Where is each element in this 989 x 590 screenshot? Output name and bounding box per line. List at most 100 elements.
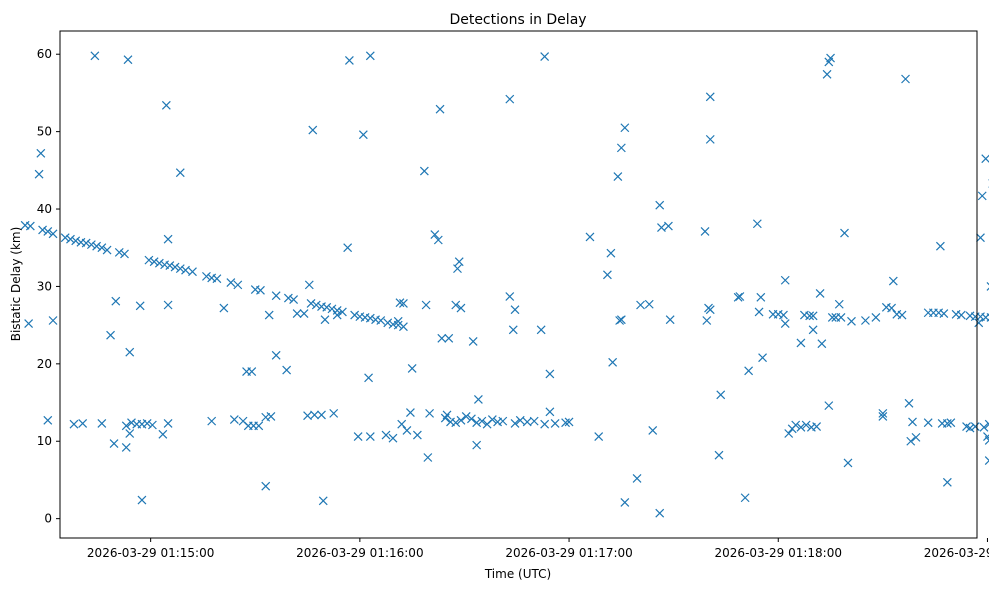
data-point (965, 423, 975, 433)
data-point (808, 325, 818, 335)
data-point (299, 309, 309, 318)
data-point (801, 420, 811, 430)
data-point (318, 496, 328, 506)
data-point (984, 419, 989, 429)
series-2 (43, 410, 574, 431)
data-point (887, 303, 897, 313)
data-point (90, 51, 100, 61)
data-point (477, 416, 487, 426)
data-point (946, 418, 956, 428)
data-point (127, 418, 136, 428)
data-point (308, 125, 318, 135)
data-point (311, 300, 321, 310)
data-point (540, 419, 550, 429)
data-point (207, 416, 217, 426)
data-point (744, 366, 754, 376)
data-point (461, 412, 471, 421)
data-point (545, 407, 555, 417)
data-point (615, 316, 625, 325)
data-point (304, 280, 314, 290)
x-tick-label: 2026-03-29 01:18:00 (715, 546, 842, 560)
data-point (24, 319, 34, 329)
data-point (664, 221, 673, 231)
data-point (878, 412, 888, 421)
data-point (702, 316, 712, 325)
data-point (102, 245, 112, 255)
data-point (421, 300, 431, 310)
data-point (942, 419, 952, 428)
data-point (550, 419, 560, 428)
x-axis-title: Time (UTC) (484, 567, 551, 581)
data-point (376, 316, 386, 325)
data-point (705, 305, 715, 315)
data-point (181, 265, 190, 275)
data-point (123, 55, 133, 65)
y-axis: 0 10 20 30 40 50 60 (37, 47, 60, 526)
data-point (834, 299, 844, 309)
y-tick-label: 50 (37, 125, 52, 139)
data-point (282, 365, 292, 375)
data-point (505, 292, 515, 301)
data-point (780, 319, 790, 329)
data-point (805, 311, 815, 321)
data-point (149, 257, 159, 267)
data-point (791, 420, 801, 430)
chart-title: Detections in Delay (449, 12, 586, 28)
data-point (229, 415, 239, 424)
data-point (824, 401, 834, 411)
data-point (796, 422, 806, 432)
data-point (939, 309, 949, 318)
data-point (69, 419, 79, 429)
data-point (303, 411, 312, 421)
data-point (984, 456, 989, 466)
data-point (808, 311, 818, 321)
y-tick-label: 60 (37, 47, 52, 61)
data-point (935, 241, 945, 251)
data-point (365, 313, 375, 323)
data-point (395, 298, 405, 308)
data-point (142, 419, 152, 428)
data-point (329, 408, 339, 418)
data-point (468, 336, 478, 346)
data-point (648, 425, 658, 435)
data-point (36, 148, 46, 158)
data-point (397, 419, 407, 429)
data-point (388, 433, 398, 443)
data-point (714, 450, 724, 460)
data-point (343, 243, 353, 253)
data-point (636, 300, 645, 310)
points-layer (20, 51, 989, 518)
data-point (78, 419, 88, 428)
data-point (472, 418, 482, 428)
data-point (510, 305, 520, 315)
series-5 (24, 51, 989, 518)
data-point (125, 347, 135, 357)
data-point (620, 497, 630, 507)
data-point (901, 74, 910, 84)
data-point (407, 364, 417, 373)
data-point (740, 493, 750, 503)
data-point (454, 257, 464, 267)
data-point (271, 291, 281, 301)
data-point (71, 236, 81, 246)
data-point (399, 299, 408, 308)
data-point (981, 154, 989, 164)
series-1 (20, 220, 408, 332)
data-point (86, 240, 96, 250)
data-point (430, 230, 440, 239)
data-point (423, 453, 433, 462)
data-point (254, 421, 264, 431)
data-point (545, 369, 555, 379)
data-point (158, 429, 168, 439)
data-point (135, 301, 145, 311)
data-point (327, 304, 337, 314)
data-point (163, 300, 173, 310)
data-point (613, 172, 623, 181)
data-point (515, 415, 525, 425)
data-point (261, 481, 271, 491)
data-point (175, 168, 185, 178)
data-point (564, 417, 574, 427)
data-point (979, 422, 989, 432)
data-point (435, 104, 445, 114)
